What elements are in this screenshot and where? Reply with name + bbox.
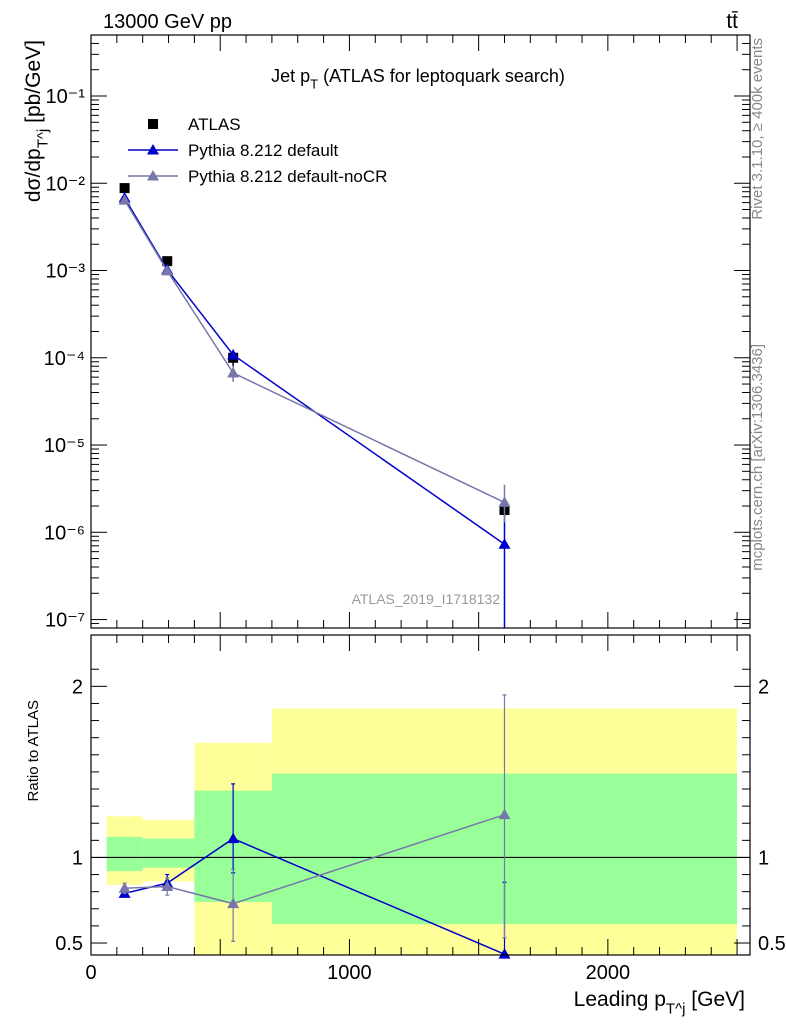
main-y-tick-label: 10⁻²	[46, 173, 86, 195]
ratio-uncertainty-bands	[106, 708, 738, 955]
main-axes-ticks: 10⁻⁷ 10⁻⁶ 10⁻⁵ 10⁻⁴ 10⁻³ 10⁻² 10⁻¹	[44, 34, 750, 632]
series-line	[123, 197, 505, 545]
chart-title: Jet pT (ATLAS for leptoquark search)	[271, 66, 565, 91]
main-plot-frame	[90, 34, 751, 629]
legend-label: Pythia 8.212 default	[188, 141, 339, 160]
series-pythia-default	[118, 191, 511, 628]
x-axis-label: Leading pT^j [GeV]	[574, 988, 745, 1017]
main-y-tick-label: 10⁻¹	[46, 86, 86, 108]
x-tick-label: 1000	[327, 962, 372, 984]
ratio-y-tick-label-left: 0.5	[55, 933, 83, 955]
main-y-tick-label: 10⁻⁶	[44, 522, 85, 544]
mcplots-reference-label: mcplots.cern.ch [arXiv:1306.3436]	[749, 344, 766, 571]
x-tick-label: 0	[85, 962, 96, 984]
series-pythia-default-nocr	[118, 194, 511, 523]
ratio-series-layer	[118, 694, 511, 959]
x-tick-label: 2000	[586, 962, 631, 984]
data-point	[498, 538, 511, 549]
ratio-data-point	[498, 808, 511, 820]
data-point	[227, 348, 240, 360]
data-point	[498, 496, 511, 507]
ratio-band-green	[106, 836, 143, 872]
legend-entry: ATLAS	[148, 115, 241, 134]
legend-entry: Pythia 8.212 default-noCR	[128, 167, 387, 186]
main-y-tick-label: 10⁻⁵	[44, 435, 85, 457]
ratio-data-point	[161, 880, 174, 892]
ratio-series-line	[124, 813, 505, 905]
ratio-y-tick-label-right: 2	[758, 676, 769, 698]
legend: ATLAS Pythia 8.212 default Pythia 8.212 de…	[128, 115, 387, 186]
legend-label: ATLAS	[188, 115, 241, 134]
ratio-axes-ticks: 0.5 0.5 1 1 2 2 0 1000 2000	[55, 635, 786, 984]
ratio-data-point	[118, 882, 131, 893]
chart-title-text: Jet pT (ATLAS for leptoquark search)	[271, 66, 565, 91]
x-axis-label-text: Leading pT^j [GeV]	[574, 988, 745, 1017]
ratio-series-pythia-default-nocr	[118, 694, 511, 942]
series-atlas	[119, 183, 510, 517]
ratio-y-axis-label-text: Ratio to ATLAS	[25, 700, 42, 801]
data-point	[162, 256, 173, 267]
data-point	[227, 366, 240, 378]
analysis-label: ATLAS_2019_I1718132	[352, 591, 501, 607]
main-y-tick-label: 10⁻³	[46, 261, 86, 283]
legend-marker	[148, 119, 158, 129]
ratio-data-point	[227, 832, 240, 844]
ratio-band-green	[142, 838, 195, 868]
ratio-y-tick-label-right: 1	[758, 847, 769, 869]
legend-marker	[147, 144, 159, 155]
ratio-series-line	[124, 837, 505, 955]
ratio-y-axis-label: Ratio to ATLAS	[25, 700, 42, 801]
ratio-y-tick-label-left: 2	[72, 676, 83, 698]
header-left-label: 13000 GeV pp	[103, 11, 232, 33]
ratio-plot-frame	[90, 634, 751, 956]
ratio-data-point	[227, 897, 240, 909]
main-y-axis-label-text: dσ/dpT^j [pb/GeV]	[22, 40, 51, 202]
legend-label: Pythia 8.212 default-noCR	[188, 167, 387, 186]
header-right-label: tt̄	[726, 10, 738, 33]
main-y-axis-label: dσ/dpT^j [pb/GeV]	[22, 40, 51, 202]
ratio-data-point	[498, 948, 511, 959]
data-point	[119, 183, 130, 194]
ratio-y-tick-label-left: 1	[72, 847, 83, 869]
main-y-tick-label: 10⁻⁴	[44, 348, 85, 370]
legend-entry: Pythia 8.212 default	[128, 141, 339, 160]
series-line	[123, 199, 505, 504]
legend-marker	[147, 170, 159, 181]
ratio-y-tick-label-right: 0.5	[758, 933, 786, 955]
data-point	[118, 194, 131, 205]
rivet-version-label: Rivet 3.1.10, ≥ 400k events	[749, 38, 766, 220]
main-series-layer	[118, 183, 511, 628]
main-y-tick-label: 10⁻⁷	[45, 610, 85, 632]
data-point	[161, 264, 174, 276]
